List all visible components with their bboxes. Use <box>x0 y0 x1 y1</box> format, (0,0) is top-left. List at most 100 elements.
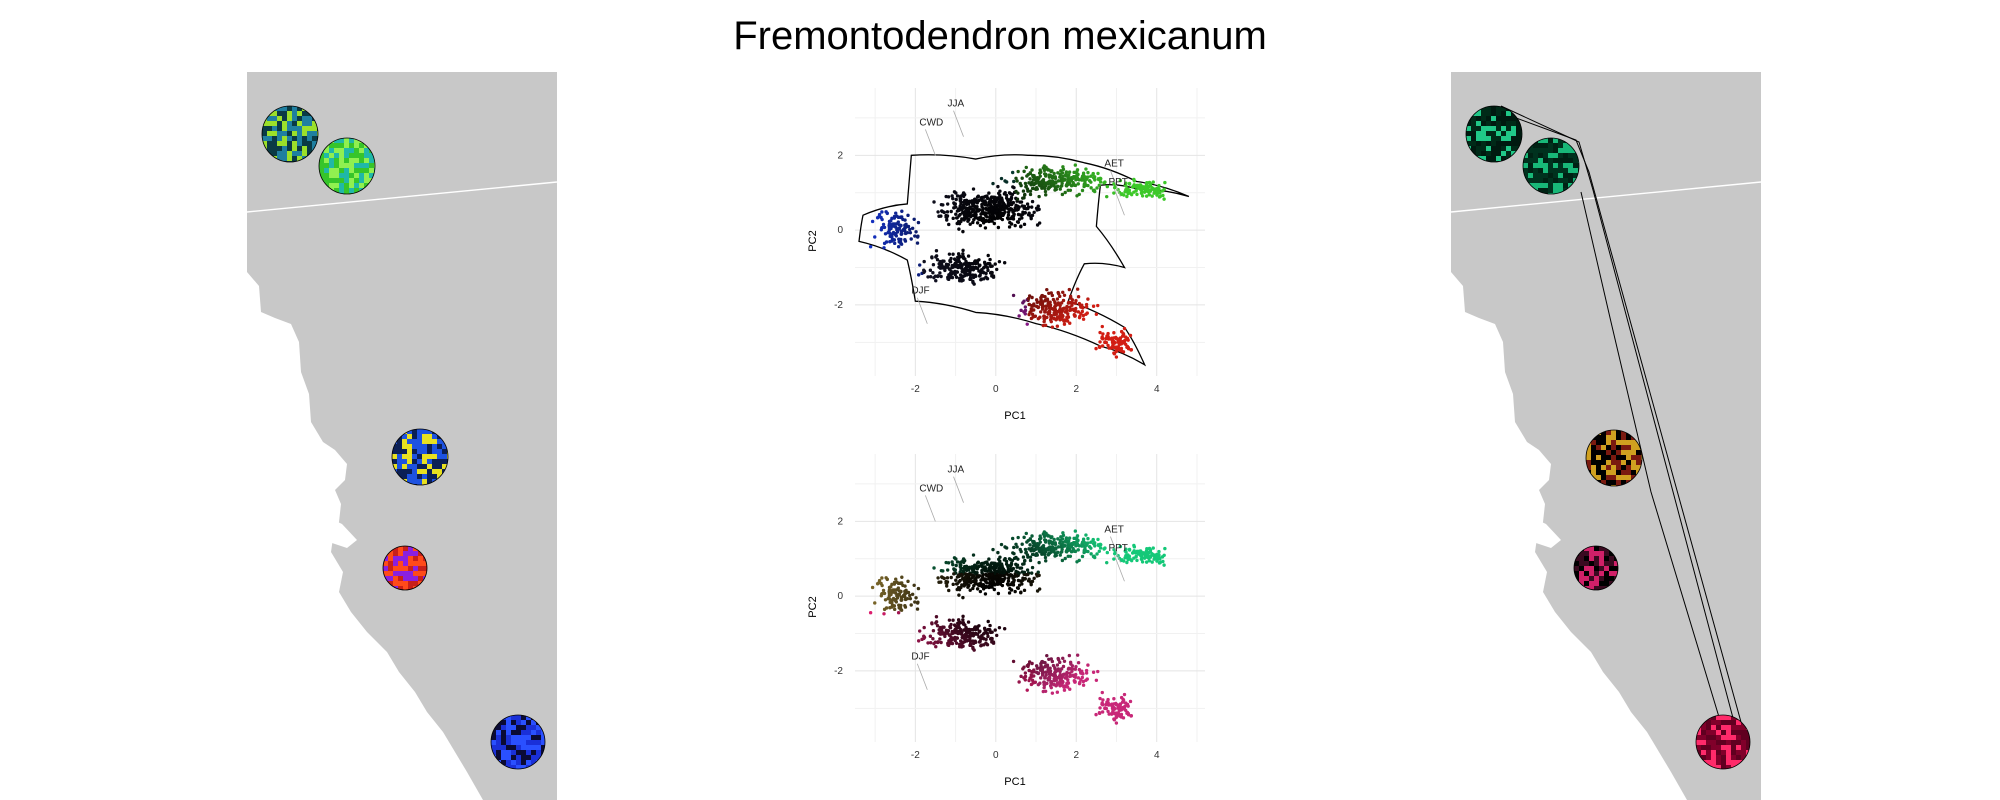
data-point <box>1030 295 1034 300</box>
data-point <box>1134 188 1138 193</box>
raster-cell <box>287 131 292 136</box>
data-point <box>1042 317 1047 322</box>
data-point <box>945 576 950 580</box>
data-point <box>984 578 988 582</box>
data-point <box>1012 179 1016 184</box>
raster-cell <box>388 556 393 561</box>
raster-cell <box>407 459 412 464</box>
raster-cell <box>1486 146 1491 151</box>
data-point <box>1007 591 1012 595</box>
raster-cell <box>491 745 496 750</box>
data-point <box>1097 549 1101 553</box>
data-point <box>1146 553 1150 557</box>
data-point <box>1012 578 1016 583</box>
raster-cell <box>1596 465 1601 470</box>
data-point <box>1064 672 1069 676</box>
data-point <box>1016 212 1021 217</box>
raster-cell <box>1696 745 1701 750</box>
raster-cell <box>302 141 307 146</box>
data-point <box>899 608 904 612</box>
data-point <box>1018 566 1022 570</box>
data-point <box>1037 176 1041 181</box>
data-point <box>1068 671 1072 676</box>
data-point <box>1020 176 1024 180</box>
raster-cell <box>403 546 408 551</box>
data-point <box>1013 223 1017 228</box>
data-point <box>931 629 936 633</box>
data-point <box>1058 669 1062 674</box>
raster-cell <box>287 116 292 121</box>
data-point <box>1084 167 1088 171</box>
data-point <box>994 569 998 573</box>
data-point <box>1158 560 1163 564</box>
raster-cell <box>506 725 511 730</box>
raster-cell <box>1573 173 1578 178</box>
raster-cell <box>1538 158 1543 163</box>
loading-label-ppt: PPT <box>1108 543 1127 554</box>
raster-cell <box>339 168 344 173</box>
raster-cell <box>1466 126 1471 131</box>
data-point <box>1125 560 1129 565</box>
data-point <box>969 261 973 266</box>
raster-cell <box>1736 760 1741 765</box>
loading-arrow <box>1110 536 1121 563</box>
raster-cell <box>413 566 418 571</box>
data-point <box>918 263 922 267</box>
data-point <box>954 262 958 266</box>
data-point <box>1091 304 1096 308</box>
data-point <box>901 228 906 232</box>
data-point <box>1025 688 1029 692</box>
data-point <box>966 573 970 578</box>
data-point <box>975 561 980 565</box>
data-point <box>1045 663 1050 667</box>
data-point <box>1016 578 1021 583</box>
raster-cell <box>1586 465 1591 470</box>
raster-cell <box>1601 445 1606 450</box>
data-point <box>1106 343 1110 348</box>
raster-cell <box>1599 556 1604 561</box>
data-point <box>1013 589 1017 594</box>
raster-cell <box>349 148 354 153</box>
data-point <box>968 580 973 585</box>
data-point <box>1067 287 1072 292</box>
raster-cell <box>432 439 437 444</box>
data-point <box>961 595 965 600</box>
raster-cell <box>408 561 413 566</box>
raster-cell <box>1584 566 1589 571</box>
raster-cell <box>1711 720 1716 725</box>
raster-cell <box>292 121 297 126</box>
data-point <box>1003 179 1007 183</box>
raster-cell <box>1476 151 1481 156</box>
y-tick-label: 0 <box>837 591 843 602</box>
raster-cell <box>1486 131 1491 136</box>
data-point <box>970 576 974 580</box>
raster-cell <box>339 153 344 158</box>
raster-cell <box>1601 440 1606 445</box>
raster-cell <box>282 131 287 136</box>
data-point <box>1015 179 1019 183</box>
data-point <box>983 568 988 572</box>
raster-cell <box>297 111 302 116</box>
raster-cell <box>1563 178 1568 183</box>
data-point <box>1016 586 1021 590</box>
raster-cell <box>1611 470 1616 475</box>
raster-cell <box>531 720 536 725</box>
data-point <box>1050 545 1054 549</box>
data-point <box>951 562 955 567</box>
data-point <box>961 614 965 619</box>
raster-cell <box>334 143 339 148</box>
data-point <box>1002 192 1007 196</box>
data-point <box>1022 310 1026 314</box>
data-point <box>880 583 884 588</box>
data-point <box>1152 557 1156 561</box>
raster-cell <box>1631 465 1636 470</box>
data-point <box>882 612 886 616</box>
raster-cell <box>1731 755 1736 760</box>
data-point <box>968 637 972 641</box>
data-point <box>947 639 951 643</box>
data-point <box>971 568 975 572</box>
data-point <box>1066 540 1070 545</box>
raster-cell <box>402 464 407 469</box>
raster-cell <box>412 439 417 444</box>
y-tick-label: -2 <box>834 300 843 311</box>
